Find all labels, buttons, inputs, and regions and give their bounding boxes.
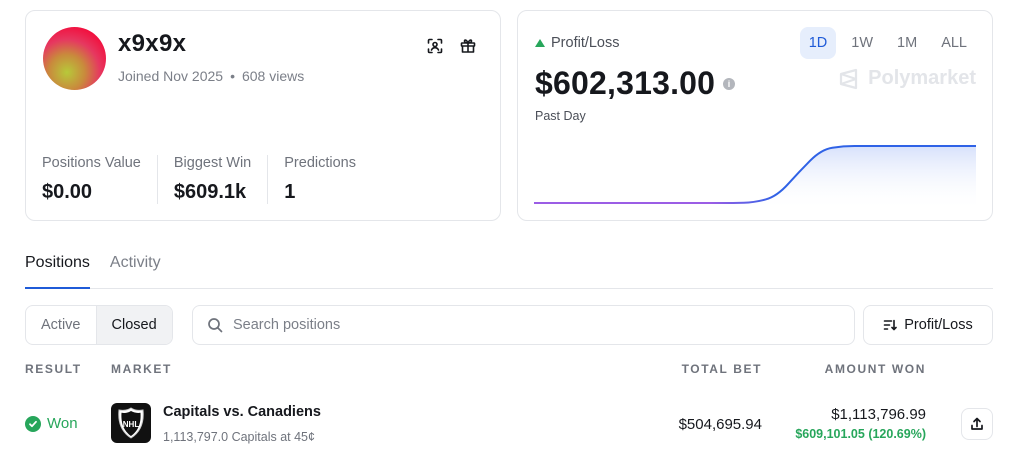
pnl-period: Past Day: [535, 109, 586, 123]
stat-label: Predictions: [284, 155, 356, 171]
amount-gain-value: $609,101.05 (120.69%): [795, 427, 926, 441]
sort-button[interactable]: Profit/Loss: [863, 305, 993, 345]
share-icon: [971, 417, 983, 430]
sort-label: Profit/Loss: [904, 317, 973, 333]
chart-line: [534, 145, 976, 204]
stat-value: 1: [284, 181, 296, 203]
stat-predictions: Predictions 1: [284, 155, 372, 204]
profile-meta: Joined Nov 2025 • 608 views: [118, 68, 304, 84]
header-total-bet: TOTAL BET: [681, 362, 762, 376]
check-circle-icon: [25, 415, 41, 432]
gift-icon[interactable]: [457, 35, 479, 57]
profile-card: x9x9x Joined Nov 2025 • 608 views Position…: [25, 10, 501, 221]
pnl-label: Profit/Loss: [535, 35, 620, 51]
search-input[interactable]: [233, 317, 833, 333]
range-tabs: 1D 1W 1M ALL: [799, 27, 976, 59]
pnl-label-text: Profit/Loss: [551, 35, 620, 51]
view-count: 608 views: [241, 68, 305, 84]
search-icon: [208, 318, 223, 333]
trend-up-icon: [535, 39, 545, 47]
position-filter: Active Closed: [25, 305, 173, 345]
nhl-logo-text: NHL: [123, 420, 140, 429]
pnl-chart: [534, 145, 976, 211]
amount-won-value: $1,113,796.99: [831, 406, 926, 423]
stat-value: $609.1k: [173, 181, 247, 203]
nhl-shield-icon: NHL: [118, 407, 144, 439]
watermark-text: Polymarket: [868, 67, 976, 89]
pnl-value: $602,313.00 i: [535, 65, 736, 102]
range-tab-1m[interactable]: 1M: [897, 35, 918, 51]
tab-activity[interactable]: Activity: [109, 254, 161, 271]
range-tab-all[interactable]: ALL: [941, 35, 967, 51]
market-title[interactable]: Capitals vs. Canadiens: [163, 404, 321, 420]
pnl-amount: $602,313.00: [535, 65, 716, 101]
total-bet-value: $504,695.94: [678, 416, 762, 433]
range-tab-1w[interactable]: 1W: [851, 35, 874, 51]
tab-positions[interactable]: Positions: [25, 240, 90, 289]
market-detail: 1,113,797.0 Capitals at 45¢: [163, 430, 315, 444]
stat-biggest-win: Biggest Win $609.1k: [173, 155, 269, 204]
filter-active-button[interactable]: Active: [41, 317, 81, 333]
profile-tabs: Positions Activity: [25, 240, 993, 289]
header-amount-won: AMOUNT WON: [824, 362, 926, 376]
header-result: RESULT: [25, 362, 82, 376]
polymarket-logo-icon: [840, 68, 858, 89]
filter-closed-button[interactable]: Closed: [95, 306, 172, 344]
separator-dot: •: [230, 68, 235, 84]
username: x9x9x: [118, 30, 187, 57]
joined-date: Joined Nov 2025: [118, 68, 224, 84]
avatar: [43, 27, 106, 90]
info-icon[interactable]: i: [723, 77, 736, 90]
polymarket-watermark: Polymarket: [838, 67, 976, 90]
stat-value: $0.00: [42, 181, 93, 203]
chart-area: [534, 146, 976, 211]
stat-positions-value: Positions Value $0.00: [42, 155, 158, 204]
nhl-logo-icon: NHL: [111, 403, 151, 443]
range-tab-1d[interactable]: 1D: [799, 27, 837, 59]
header-market: MARKET: [111, 362, 172, 376]
result-won: Won: [25, 415, 78, 432]
share-button[interactable]: [961, 408, 993, 440]
stat-label: Positions Value: [42, 155, 141, 171]
result-label: Won: [47, 415, 78, 432]
pnl-card: Profit/Loss 1D 1W 1M ALL $602,313.00 i P…: [517, 10, 993, 221]
scan-icon[interactable]: [424, 35, 446, 57]
sort-icon: [883, 319, 898, 331]
profile-stats: Positions Value $0.00 Biggest Win $609.1…: [42, 155, 388, 204]
stat-label: Biggest Win: [173, 155, 252, 171]
search-box: [192, 305, 855, 345]
